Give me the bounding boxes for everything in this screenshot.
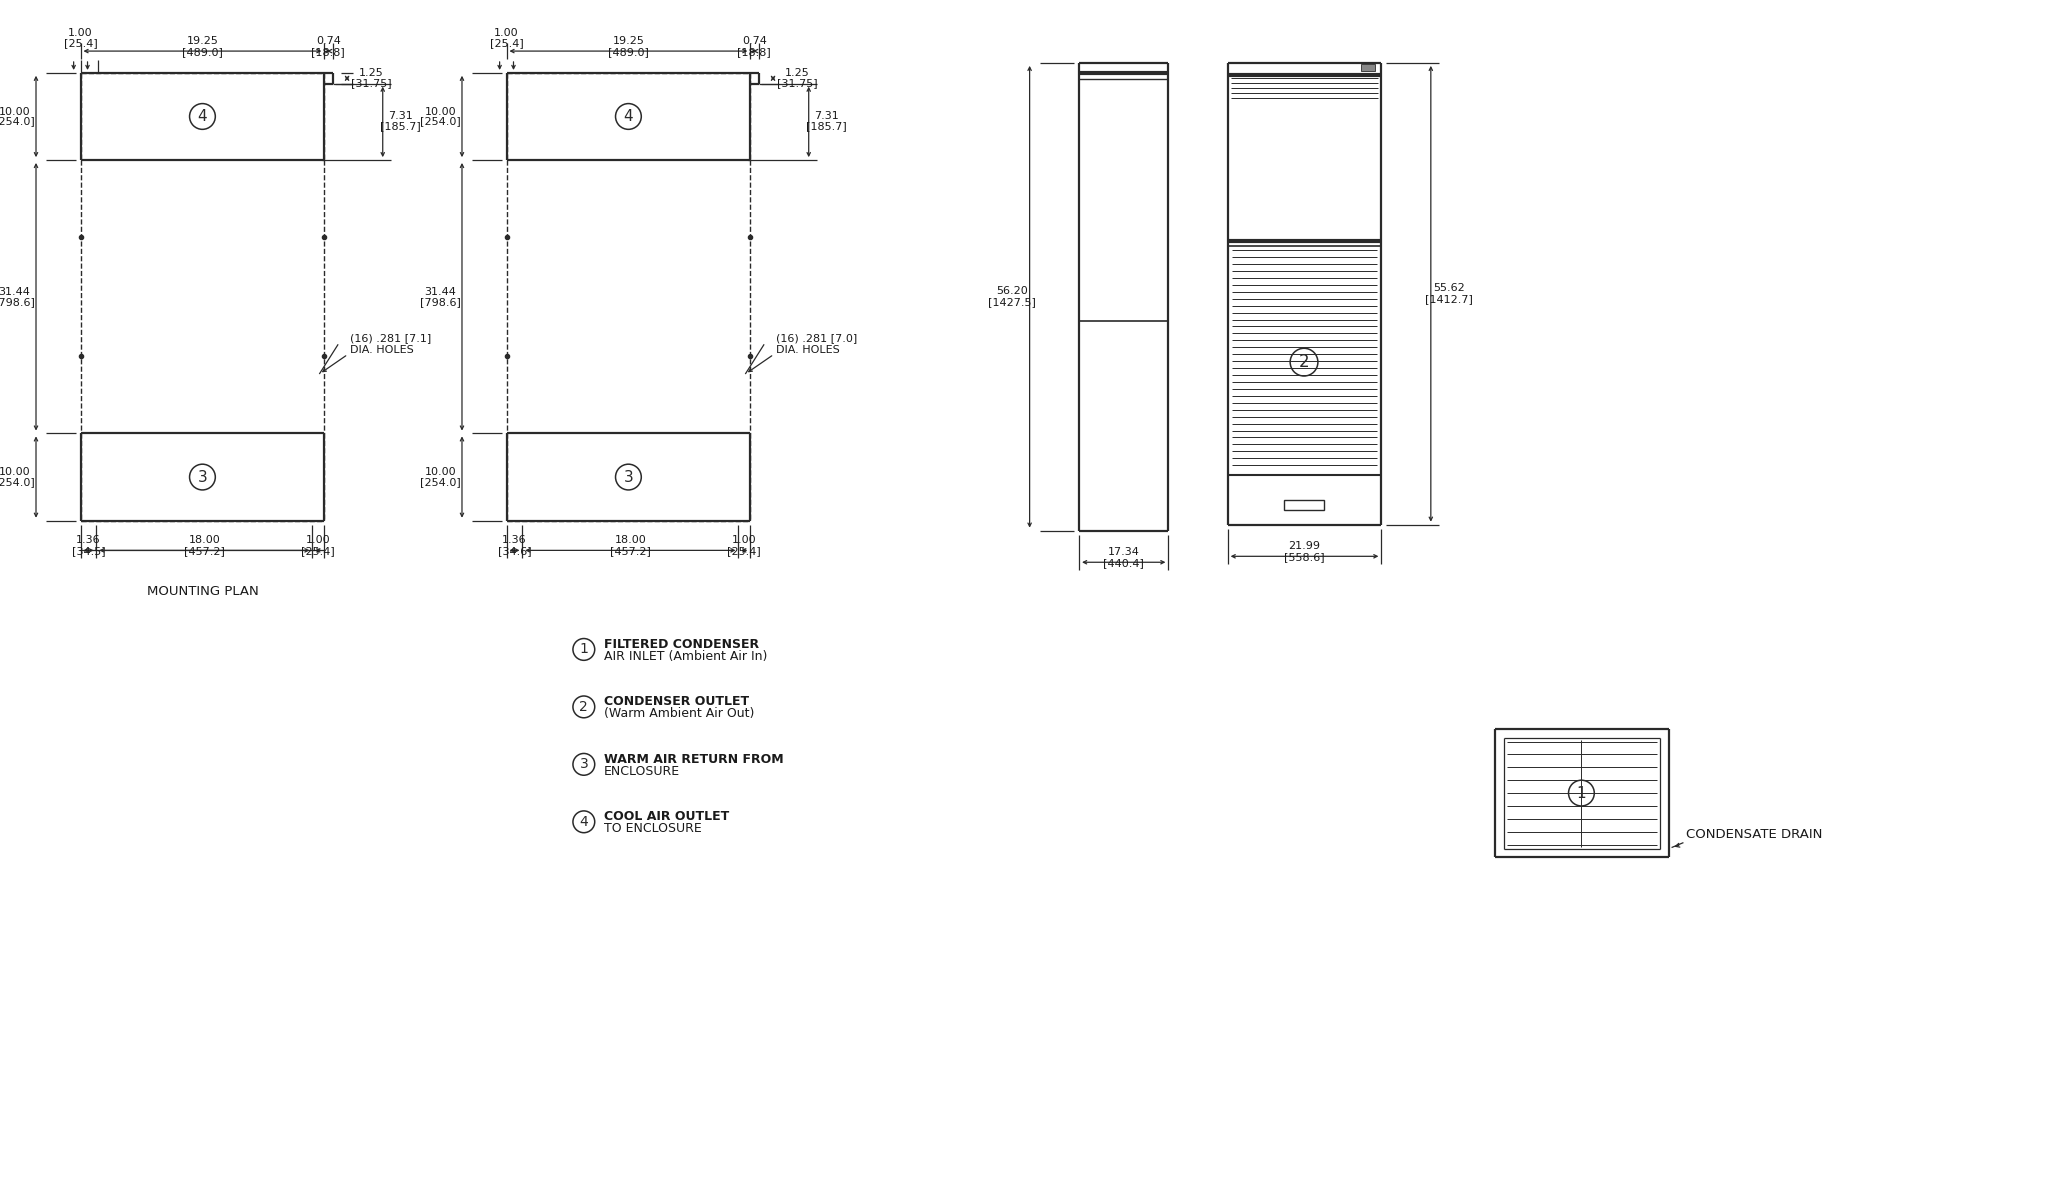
Text: 10.00: 10.00: [424, 106, 457, 117]
Text: 31.44: 31.44: [424, 286, 457, 297]
Text: (Warm Ambient Air Out): (Warm Ambient Air Out): [604, 707, 754, 720]
Text: [457.2]: [457.2]: [610, 546, 651, 556]
Text: [18.8]: [18.8]: [311, 47, 346, 57]
Text: [798.6]: [798.6]: [420, 297, 461, 307]
Text: 1.00: 1.00: [494, 28, 518, 38]
Text: [254.0]: [254.0]: [0, 117, 35, 126]
Text: 10.00: 10.00: [0, 467, 31, 477]
Text: COOL AIR OUTLET: COOL AIR OUTLET: [604, 810, 729, 823]
Text: 1.25: 1.25: [358, 68, 383, 78]
Text: [185.7]: [185.7]: [807, 121, 848, 131]
Text: WARM AIR RETURN FROM: WARM AIR RETURN FROM: [604, 753, 782, 766]
Text: 4: 4: [623, 108, 633, 124]
Text: TO ENCLOSURE: TO ENCLOSURE: [604, 822, 700, 835]
Text: 1.00: 1.00: [68, 28, 92, 38]
Text: ENCLOSURE: ENCLOSURE: [604, 765, 680, 778]
Text: 31.44: 31.44: [0, 286, 31, 297]
Text: [457.2]: [457.2]: [184, 546, 225, 556]
Text: 1.36: 1.36: [76, 535, 100, 546]
Text: [254.0]: [254.0]: [420, 477, 461, 487]
Text: [25.4]: [25.4]: [301, 546, 336, 556]
Text: 1.25: 1.25: [784, 68, 809, 78]
Text: [31.75]: [31.75]: [776, 78, 817, 87]
Text: 1.00: 1.00: [731, 535, 756, 546]
Text: 4: 4: [580, 815, 588, 829]
Text: [18.8]: [18.8]: [737, 47, 772, 57]
Text: 3: 3: [197, 469, 207, 485]
Text: AIR INLET (Ambient Air In): AIR INLET (Ambient Air In): [604, 650, 768, 663]
Text: [25.4]: [25.4]: [727, 546, 762, 556]
Text: [489.0]: [489.0]: [608, 47, 649, 57]
Text: DIA. HOLES: DIA. HOLES: [350, 345, 414, 355]
Bar: [1284, 500, 1323, 509]
Text: (16) .281 [7.0]: (16) .281 [7.0]: [776, 334, 858, 343]
Text: CONDENSER OUTLET: CONDENSER OUTLET: [604, 696, 750, 709]
Text: [185.7]: [185.7]: [381, 121, 422, 131]
Text: [25.4]: [25.4]: [489, 38, 524, 48]
Text: [34.6]: [34.6]: [498, 546, 530, 556]
Text: [489.0]: [489.0]: [182, 47, 223, 57]
Text: [254.0]: [254.0]: [420, 117, 461, 126]
Text: DIA. HOLES: DIA. HOLES: [776, 345, 840, 355]
Text: 3: 3: [580, 757, 588, 771]
Text: 56.20: 56.20: [995, 285, 1028, 296]
Text: [440.4]: [440.4]: [1104, 558, 1145, 568]
Text: [31.75]: [31.75]: [350, 78, 391, 87]
Text: [798.6]: [798.6]: [0, 297, 35, 307]
Text: 1.00: 1.00: [305, 535, 330, 546]
Text: 7.31: 7.31: [389, 112, 414, 121]
Text: 19.25: 19.25: [612, 37, 645, 46]
Text: CONDENSATE DRAIN: CONDENSATE DRAIN: [1686, 828, 1823, 841]
Text: 2: 2: [580, 700, 588, 714]
Text: 21.99: 21.99: [1288, 541, 1321, 552]
Text: FILTERED CONDENSER: FILTERED CONDENSER: [604, 638, 758, 651]
Text: [34.5]: [34.5]: [72, 546, 104, 556]
Text: 18.00: 18.00: [188, 535, 221, 546]
Text: [25.4]: [25.4]: [63, 38, 98, 48]
Text: 3: 3: [623, 469, 633, 485]
Text: (16) .281 [7.1]: (16) .281 [7.1]: [350, 334, 432, 343]
Text: 0.74: 0.74: [741, 37, 766, 46]
Text: 10.00: 10.00: [0, 106, 31, 117]
Text: 10.00: 10.00: [424, 467, 457, 477]
Text: 1.36: 1.36: [502, 535, 526, 546]
Text: 17.34: 17.34: [1108, 547, 1139, 558]
Text: 1: 1: [1577, 785, 1587, 801]
Text: 1: 1: [580, 643, 588, 657]
Text: 4: 4: [197, 108, 207, 124]
Text: MOUNTING PLAN: MOUNTING PLAN: [147, 586, 258, 599]
Text: [558.6]: [558.6]: [1284, 552, 1325, 562]
Text: 19.25: 19.25: [186, 37, 219, 46]
Text: 18.00: 18.00: [614, 535, 647, 546]
Bar: [1362, 64, 1376, 71]
Text: 7.31: 7.31: [815, 112, 840, 121]
Text: 0.74: 0.74: [315, 37, 340, 46]
Text: 2: 2: [1298, 354, 1309, 371]
Text: [1412.7]: [1412.7]: [1425, 294, 1473, 304]
Text: [254.0]: [254.0]: [0, 477, 35, 487]
Text: [1427.5]: [1427.5]: [987, 297, 1036, 307]
Text: 55.62: 55.62: [1434, 283, 1464, 292]
